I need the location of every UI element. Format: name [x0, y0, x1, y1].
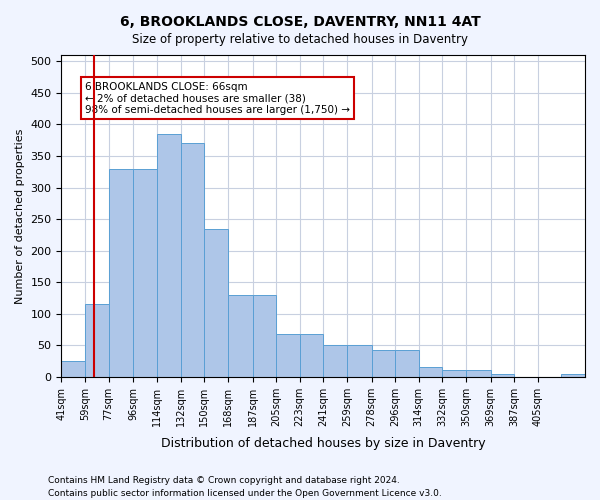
Bar [181, 144, 204, 377]
Text: 6 BROOKLANDS CLOSE: 66sqm
← 2% of detached houses are smaller (38)
98% of semi-d: 6 BROOKLANDS CLOSE: 66sqm ← 2% of detach… [85, 82, 350, 114]
Bar [371, 350, 395, 377]
Bar [323, 345, 347, 377]
Text: Contains HM Land Registry data © Crown copyright and database right 2024.: Contains HM Land Registry data © Crown c… [48, 476, 400, 485]
Bar [395, 350, 419, 377]
Y-axis label: Number of detached properties: Number of detached properties [15, 128, 25, 304]
Bar [204, 228, 227, 377]
Bar [85, 304, 109, 377]
Text: 6, BROOKLANDS CLOSE, DAVENTRY, NN11 4AT: 6, BROOKLANDS CLOSE, DAVENTRY, NN11 4AT [119, 15, 481, 29]
Bar [276, 334, 299, 377]
Bar [133, 168, 157, 377]
Bar [109, 168, 133, 377]
Bar [61, 361, 85, 377]
Bar [491, 374, 514, 377]
Bar [419, 368, 442, 377]
Bar [466, 370, 491, 377]
Bar [442, 370, 466, 377]
Text: Contains public sector information licensed under the Open Government Licence v3: Contains public sector information licen… [48, 488, 442, 498]
Text: Size of property relative to detached houses in Daventry: Size of property relative to detached ho… [132, 32, 468, 46]
Bar [299, 334, 323, 377]
Bar [157, 134, 181, 377]
X-axis label: Distribution of detached houses by size in Daventry: Distribution of detached houses by size … [161, 437, 485, 450]
Bar [253, 295, 276, 377]
Bar [227, 295, 253, 377]
Bar [347, 345, 371, 377]
Bar [562, 374, 585, 377]
